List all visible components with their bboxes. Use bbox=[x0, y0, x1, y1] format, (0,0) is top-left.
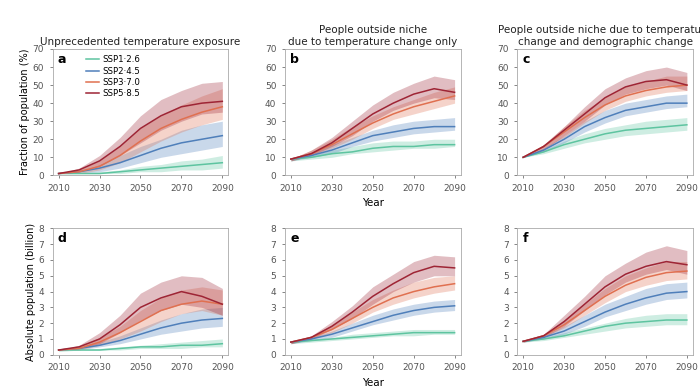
Text: e: e bbox=[290, 232, 298, 245]
X-axis label: Year: Year bbox=[362, 377, 384, 388]
Title: People outside niche
due to temperature change only: People outside niche due to temperature … bbox=[288, 25, 457, 47]
Text: a: a bbox=[58, 53, 66, 66]
Title: People outside niche due to temperature
change and demographic change: People outside niche due to temperature … bbox=[498, 25, 700, 47]
Y-axis label: Absolute population (billion): Absolute population (billion) bbox=[26, 223, 36, 361]
Text: c: c bbox=[522, 53, 530, 66]
Title: Unprecedented temperature exposure: Unprecedented temperature exposure bbox=[41, 37, 241, 47]
Y-axis label: Fraction of population (%): Fraction of population (%) bbox=[20, 49, 30, 176]
X-axis label: Year: Year bbox=[362, 198, 384, 208]
Text: d: d bbox=[58, 232, 66, 245]
Text: f: f bbox=[522, 232, 528, 245]
Text: b: b bbox=[290, 53, 299, 66]
Legend: SSP1·2.6, SSP2·4.5, SSP3·7.0, SSP5·8.5: SSP1·2.6, SSP2·4.5, SSP3·7.0, SSP5·8.5 bbox=[85, 54, 141, 99]
